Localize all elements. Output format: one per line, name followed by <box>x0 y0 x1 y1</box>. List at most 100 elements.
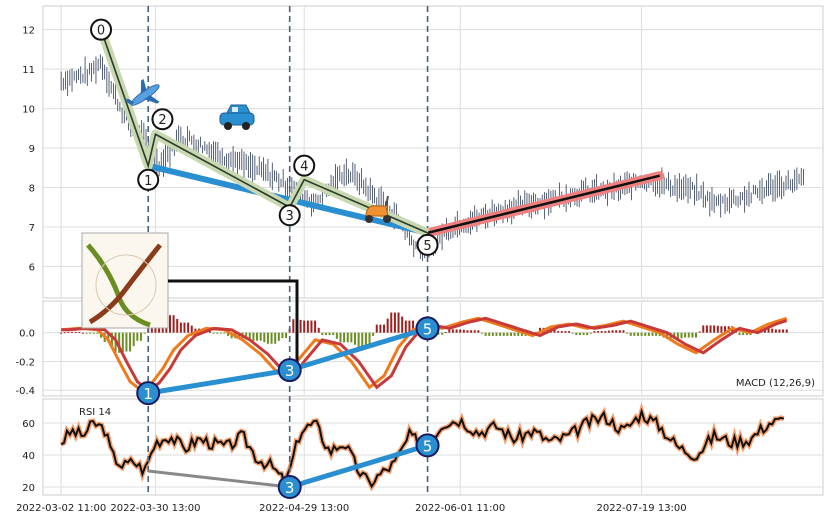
macd-histogram-bar <box>709 325 712 333</box>
macd-histogram-bar <box>698 331 701 333</box>
macd-histogram-bar <box>506 332 509 336</box>
price-wave-1-5-line <box>147 162 429 236</box>
macd-histogram-bar <box>604 331 607 333</box>
macd-histogram-bar <box>383 324 386 333</box>
macd-histogram-bar <box>510 332 512 336</box>
macd-histogram-bar <box>448 329 451 333</box>
macd-histogram-bar <box>477 330 480 333</box>
wave-point-1-marker <box>137 168 160 191</box>
thumbnail-circle <box>95 254 157 316</box>
macd-wave-point-5-marker <box>415 316 440 341</box>
macd-histogram-bar <box>470 330 473 333</box>
macd-histogram-bar <box>143 332 146 334</box>
macd-histogram-bar <box>633 332 636 336</box>
macd-histogram-bar <box>379 324 382 333</box>
price-tick-label: 10 <box>22 105 35 116</box>
macd-histogram-bar <box>223 332 226 334</box>
macd-histogram-bar <box>252 332 255 341</box>
macd-histogram-bar <box>390 312 393 333</box>
macd-histogram-bar <box>372 332 375 336</box>
wave-point-5-marker <box>416 233 439 256</box>
macd-histogram-bar <box>404 320 407 333</box>
macd-histogram-bar <box>782 329 785 333</box>
macd-histogram-bar <box>575 332 578 336</box>
macd-histogram-bar <box>118 332 121 353</box>
macd-histogram-bar <box>354 332 356 345</box>
rsi-wave-point-5-marker <box>415 433 440 458</box>
macd-histogram-bar <box>480 332 483 334</box>
macd-histogram-bar <box>212 332 215 334</box>
macd-histogram-bar <box>136 332 139 341</box>
macd-histogram-bar <box>495 332 498 336</box>
macd-histogram-bar <box>655 332 658 336</box>
macd-histogram-bar <box>774 329 777 333</box>
macd-histogram-bar <box>85 332 88 334</box>
macd-histogram-bar <box>539 327 542 333</box>
axes: 2022-03-02 11:00 2022-03-30 13:00 2022-04-… <box>15 26 815 514</box>
rsi-tick-label: 60 <box>22 419 35 430</box>
macd-wave-point-5-label: 5 <box>423 320 433 338</box>
macd-histogram-bar <box>636 332 639 336</box>
wave-point-1-label: 1 <box>144 174 152 189</box>
macd-histogram-bar <box>92 332 95 334</box>
macd-histogram-bar <box>63 332 66 334</box>
macd-histogram-bar <box>281 332 284 339</box>
scooter-handle <box>385 195 389 207</box>
rsi-wave-point-3-marker <box>277 475 302 499</box>
car-wheel-left <box>224 122 232 130</box>
macd-histogram-bar <box>314 320 317 333</box>
macd-histogram-bar <box>187 322 190 333</box>
car-window <box>232 107 238 112</box>
macd-histogram-bar <box>716 325 719 333</box>
macd-histogram-bar <box>684 332 687 338</box>
macd-histogram-bar <box>724 326 727 333</box>
macd-histogram-bar <box>259 332 262 341</box>
macd-histogram-bar <box>317 327 320 333</box>
macd-histogram-bar <box>310 320 313 333</box>
airplane-wing-bottom <box>144 95 160 104</box>
macd-histogram-bar <box>266 332 269 344</box>
macd-histogram-bar <box>168 315 171 333</box>
macd-histogram-bar <box>194 328 197 333</box>
macd-histogram-bar <box>107 332 110 343</box>
rsi-tick-label: 20 <box>22 483 35 494</box>
macd-histogram-bar <box>705 325 708 333</box>
macd-tick-label: -0.4 <box>15 386 35 397</box>
macd-histogram-bar <box>553 329 556 333</box>
macd-histogram-bar <box>256 332 259 341</box>
macd-histogram-bar <box>687 332 690 338</box>
macd-histogram-bar <box>640 332 643 336</box>
macd-histogram-bar <box>444 332 447 334</box>
macd-histogram-bar <box>720 326 723 333</box>
macd-wave-point-1-label: 1 <box>143 385 153 403</box>
macd-histogram-bar <box>738 332 741 336</box>
macd-histogram-bar <box>100 332 103 338</box>
macd-histogram-bar <box>647 332 650 336</box>
macd-histogram-bar <box>578 332 581 336</box>
macd-histogram-bar <box>285 332 288 339</box>
x-tick-label: 2022-03-02 11:00 <box>16 503 106 514</box>
price-trend-line <box>427 174 661 235</box>
scooter-icon <box>365 195 391 223</box>
x-tick-label: 2022-04-29 13:00 <box>259 503 349 514</box>
macd-histogram-bar <box>778 329 781 333</box>
price-tick-label: 12 <box>22 26 35 37</box>
macd-histogram-bar <box>277 332 280 341</box>
macd-histogram-bar <box>176 318 179 333</box>
macd-histogram-bar <box>593 331 596 333</box>
macd-histogram-bar <box>89 332 92 334</box>
macd-histogram-bar <box>357 332 360 348</box>
macd-histogram-bar <box>346 332 349 343</box>
macd-histogram-bar <box>626 332 629 334</box>
wave-point-0-marker <box>90 18 113 41</box>
macd-histogram-bar <box>172 315 175 333</box>
macd-histogram-bar <box>78 331 81 333</box>
macd-histogram-bar <box>582 332 585 336</box>
macd-histogram-bar <box>462 329 465 333</box>
price-wave-zigzag <box>100 29 428 234</box>
rsi-wave-point-3-label: 3 <box>285 479 295 497</box>
scooter-wheel-back <box>365 215 373 223</box>
macd-histogram-bar <box>74 331 77 333</box>
macd-histogram-bar <box>771 328 774 333</box>
